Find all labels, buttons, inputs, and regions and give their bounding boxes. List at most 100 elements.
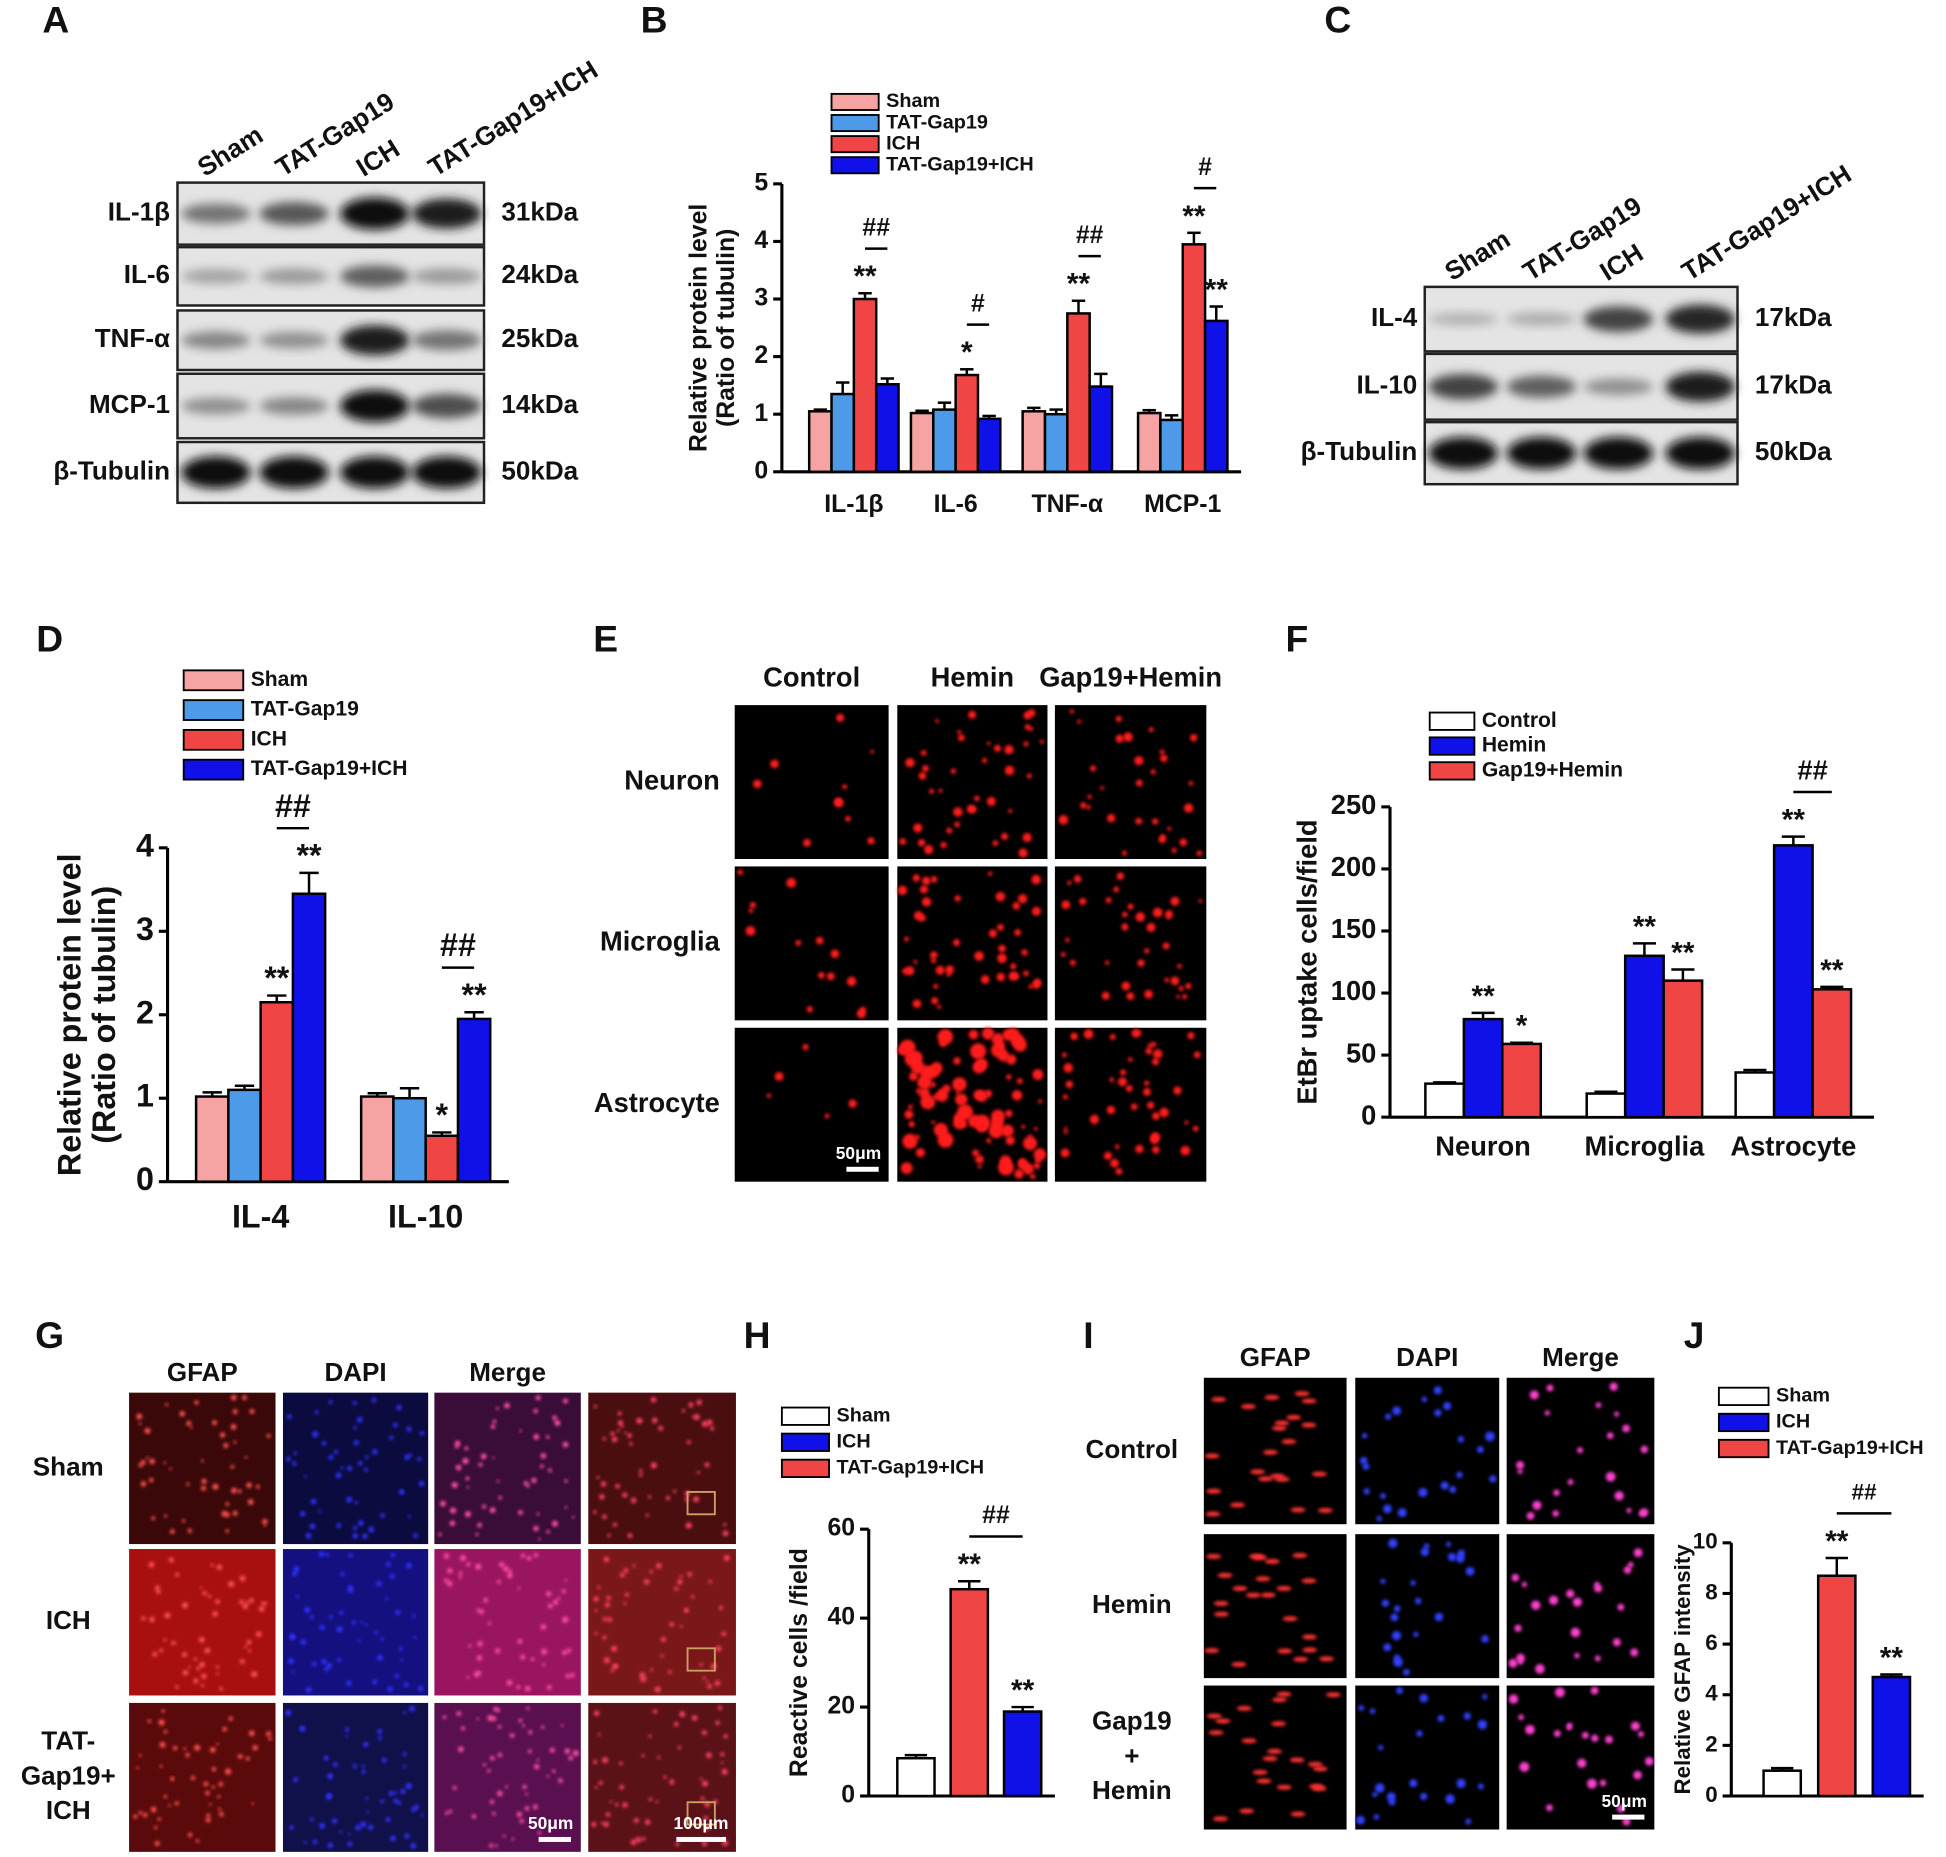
cell — [1061, 1052, 1067, 1058]
cell — [205, 1790, 210, 1796]
cell — [286, 1456, 291, 1462]
cell — [293, 1451, 298, 1455]
cell — [222, 1726, 227, 1732]
cell — [443, 1553, 450, 1559]
cell — [497, 1752, 503, 1758]
cell — [1640, 1508, 1649, 1517]
cell — [1449, 1486, 1457, 1494]
cell — [136, 1413, 143, 1420]
micrograph — [897, 705, 1048, 859]
cell — [1004, 745, 1014, 755]
y-axis-label: (Ratio of tubulin) — [86, 886, 122, 1144]
y-tick-label: 3 — [754, 285, 768, 312]
y-tick-label: 6 — [1705, 1630, 1717, 1655]
lane-label: Sham — [1439, 224, 1515, 287]
cell — [1188, 780, 1194, 786]
cell — [228, 1581, 235, 1588]
cell — [930, 875, 938, 883]
cell — [598, 1780, 603, 1786]
cell — [351, 1620, 356, 1625]
cell — [1616, 1804, 1625, 1813]
legend-label: Sham — [1776, 1385, 1830, 1407]
cell — [345, 1734, 349, 1738]
cell — [412, 1614, 416, 1618]
cell — [230, 1394, 237, 1401]
cell — [396, 1404, 402, 1411]
cell — [913, 823, 923, 833]
cell — [1630, 1648, 1639, 1657]
panel-label: J — [1684, 1314, 1705, 1356]
cell — [552, 1415, 558, 1421]
cell — [413, 1636, 417, 1639]
cell — [161, 1709, 165, 1713]
cell — [409, 1453, 413, 1457]
blot-band — [1428, 373, 1498, 400]
legend-label: Gap19+Hemin — [1482, 758, 1623, 781]
cell — [393, 1791, 398, 1795]
cell — [1121, 981, 1131, 991]
cell — [518, 1718, 523, 1723]
cell — [1152, 1049, 1163, 1059]
significance-mark: ** — [1471, 980, 1495, 1013]
cell — [1126, 992, 1135, 1001]
cell — [954, 895, 961, 902]
panel-label: I — [1083, 1314, 1093, 1356]
cell — [505, 1785, 508, 1789]
bar — [1462, 1017, 1504, 1119]
cell — [450, 1507, 457, 1514]
column-label: GFAP — [167, 1357, 238, 1387]
cell — [1264, 1395, 1280, 1401]
cell — [458, 1575, 462, 1580]
cell — [597, 1733, 601, 1737]
cell — [1301, 1422, 1317, 1428]
bar — [1424, 1082, 1466, 1119]
bar — [932, 408, 957, 474]
cell — [251, 1802, 255, 1806]
cell — [1204, 1453, 1220, 1459]
cell — [1215, 1718, 1231, 1724]
cell — [977, 1164, 982, 1169]
cell — [564, 1479, 568, 1483]
cell — [542, 1663, 546, 1667]
cell — [1121, 850, 1128, 856]
cell — [650, 1397, 657, 1403]
y-tick-label: 0 — [1705, 1782, 1717, 1807]
cell — [1388, 1538, 1398, 1548]
cell — [164, 1514, 168, 1518]
cell — [323, 1755, 329, 1761]
cell — [1416, 1730, 1423, 1737]
micrograph — [588, 1549, 736, 1696]
cell — [1159, 749, 1165, 755]
cell — [565, 1673, 571, 1679]
cell — [152, 1651, 158, 1657]
cell — [1109, 1034, 1116, 1041]
cell — [1508, 1658, 1518, 1668]
cell — [245, 1756, 250, 1761]
cell — [1311, 1786, 1327, 1792]
cell — [303, 1475, 307, 1478]
cell — [217, 1795, 221, 1799]
cell — [299, 1725, 306, 1732]
cell — [679, 1711, 686, 1718]
cell — [399, 1647, 403, 1651]
cell — [905, 758, 915, 768]
cell — [393, 1798, 399, 1804]
cell — [636, 1417, 643, 1424]
cell — [677, 1746, 682, 1750]
cell — [571, 1515, 575, 1519]
cell — [957, 734, 965, 742]
cell — [706, 1419, 713, 1426]
cell — [1274, 1476, 1290, 1482]
cell — [1103, 1151, 1113, 1160]
cell — [477, 1641, 483, 1647]
cell — [930, 958, 937, 964]
cell — [420, 1813, 424, 1817]
cell — [1517, 1468, 1523, 1475]
cell — [496, 1579, 501, 1584]
column-label: Hemin — [931, 661, 1014, 692]
cell — [997, 923, 1004, 931]
cell — [251, 1671, 258, 1678]
cell — [527, 1749, 532, 1754]
cell — [405, 1783, 412, 1790]
blot-band — [1665, 304, 1736, 334]
